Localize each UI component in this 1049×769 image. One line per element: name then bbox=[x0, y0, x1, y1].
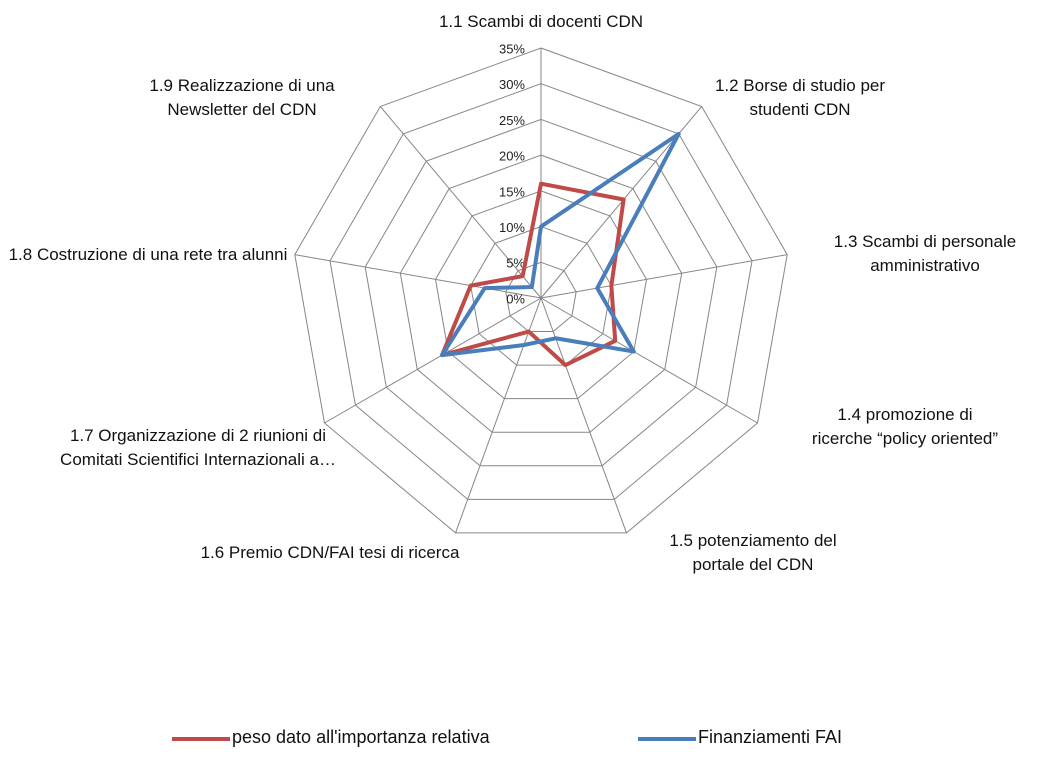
r-tick-label: 30% bbox=[499, 77, 525, 92]
grid-ring bbox=[399, 154, 683, 433]
grid-ring bbox=[505, 261, 577, 333]
grid-ring bbox=[329, 83, 753, 500]
series-line bbox=[440, 181, 626, 368]
grid-ring bbox=[364, 118, 718, 467]
category-label: 1.5 potenziamento del portale del CDN bbox=[669, 531, 837, 574]
r-tick-label: 5% bbox=[506, 256, 525, 271]
legend-label: Finanziamenti FAI bbox=[698, 727, 843, 747]
r-tick-label: 20% bbox=[499, 149, 525, 164]
spoke bbox=[379, 106, 542, 299]
category-label: 1.6 Premio CDN/FAI tesi di ricerca bbox=[200, 543, 460, 562]
category-label: 1.8 Costruzione di una rete tra alunni bbox=[8, 245, 288, 264]
category-label: 1.4 promozione di ricerche “policy orien… bbox=[811, 405, 999, 448]
spoke bbox=[324, 297, 542, 424]
category-label: 1.7 Organizzazione di 2 riunioni di Comi… bbox=[60, 426, 336, 469]
grid-ring bbox=[470, 226, 612, 366]
category-label: 1.3 Scambi di personale amministrativo bbox=[833, 232, 1017, 275]
r-tick-label: 35% bbox=[499, 41, 525, 56]
spoke bbox=[540, 297, 758, 424]
grid-ring bbox=[294, 47, 788, 534]
legend-label: peso dato all'importanza relativa bbox=[232, 727, 490, 747]
category-label: 1.2 Borse di studio per studenti CDN bbox=[714, 76, 886, 119]
spoke bbox=[540, 254, 788, 299]
spoke bbox=[294, 254, 542, 299]
r-tick-label: 10% bbox=[499, 220, 525, 235]
r-tick-label: 15% bbox=[499, 184, 525, 199]
grid-ring bbox=[434, 190, 648, 400]
series-line bbox=[440, 131, 681, 358]
r-tick-label: 25% bbox=[499, 113, 525, 128]
category-label: 1.1 Scambi di docenti CDN bbox=[438, 12, 644, 31]
spoke bbox=[455, 297, 542, 534]
category-label: 1.9 Realizzazione di una Newsletter del … bbox=[149, 76, 335, 119]
r-tick-label: 0% bbox=[506, 291, 525, 306]
